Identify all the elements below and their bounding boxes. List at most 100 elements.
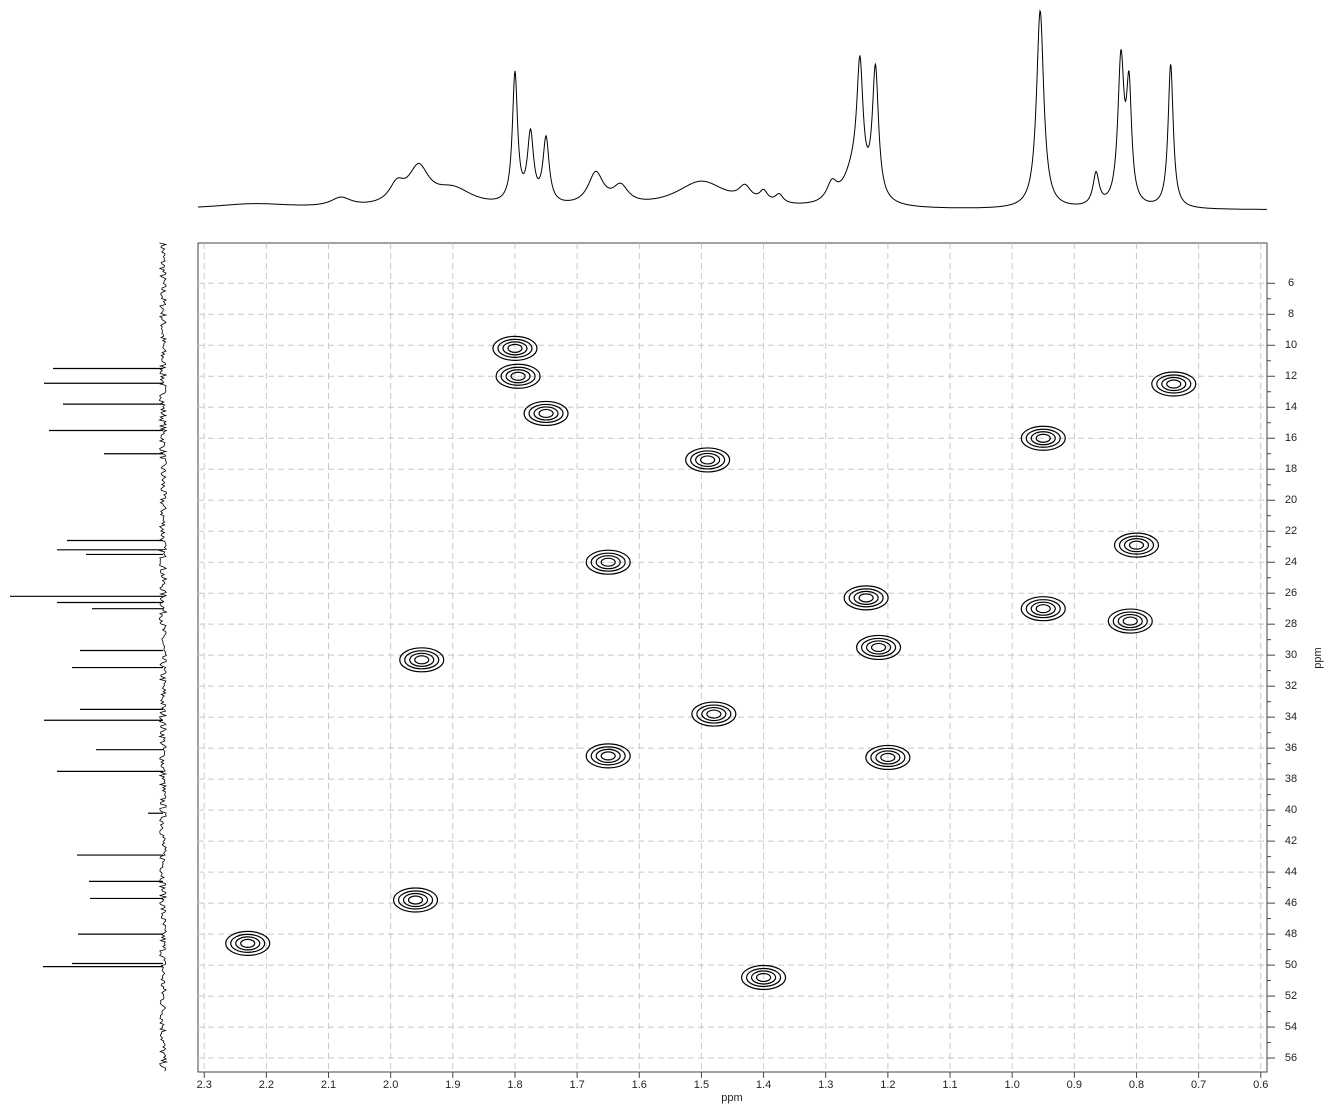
contour-level xyxy=(853,590,879,605)
contour-level xyxy=(523,400,569,427)
x-tick-label: 2.2 xyxy=(259,1079,274,1091)
contour-level xyxy=(235,936,261,951)
cross-peak xyxy=(685,447,731,473)
contour-level xyxy=(528,403,564,424)
x-tick-label: 2.1 xyxy=(321,1079,336,1091)
cross-peak xyxy=(392,887,439,913)
contour-level xyxy=(538,408,554,419)
contour-level xyxy=(865,744,911,771)
cross-peak xyxy=(1020,596,1066,622)
cross-peak xyxy=(1151,371,1197,397)
contour-level xyxy=(691,701,737,727)
y-tick-label: 6 xyxy=(1288,277,1294,289)
contour-level xyxy=(585,743,631,769)
contour-level xyxy=(1107,608,1153,634)
contour-level xyxy=(500,366,536,386)
x-tick-label: 1.8 xyxy=(507,1079,522,1091)
x-tick-label: 0.8 xyxy=(1129,1079,1144,1091)
y-tick-label: 26 xyxy=(1285,587,1297,599)
contour-level xyxy=(1112,611,1148,631)
x-tick-label: 1.9 xyxy=(445,1079,460,1091)
x-tick-label: 1.4 xyxy=(756,1079,771,1091)
contour-level xyxy=(858,593,874,603)
contour-level xyxy=(399,647,445,673)
proton-projection xyxy=(198,9,1267,210)
y-tick-label: 46 xyxy=(1285,897,1297,909)
y-tick-label: 22 xyxy=(1285,525,1297,537)
contour-level xyxy=(1166,379,1182,389)
x-tick-label: 1.6 xyxy=(632,1079,647,1091)
contour-level xyxy=(745,967,782,988)
y-axis-label: ppm xyxy=(1312,647,1324,668)
contour-level xyxy=(1122,616,1138,626)
contour-level xyxy=(225,930,271,956)
contour-level xyxy=(502,341,528,356)
contour-level xyxy=(1020,425,1066,451)
x-tick-label: 2.3 xyxy=(197,1079,212,1091)
x-tick-label: 1.3 xyxy=(818,1079,833,1091)
x-tick-label: 2.0 xyxy=(383,1079,398,1091)
contour-level xyxy=(685,447,731,473)
contour-level xyxy=(696,704,732,724)
contour-level xyxy=(533,406,559,421)
contour-level xyxy=(848,588,884,608)
y-tick-label: 28 xyxy=(1285,618,1297,630)
y-tick-label: 52 xyxy=(1285,990,1297,1002)
contour-level xyxy=(240,938,256,948)
y-tick-label: 16 xyxy=(1285,432,1297,444)
contour-level xyxy=(1030,601,1056,616)
contour-level xyxy=(740,964,787,991)
contour-level xyxy=(860,637,897,658)
contour-level xyxy=(404,650,440,670)
y-tick-label: 8 xyxy=(1288,308,1294,320)
contour-level xyxy=(706,709,722,719)
x-axis-label: ppm xyxy=(721,1092,742,1104)
contour-level xyxy=(875,750,901,765)
contour-level xyxy=(590,746,626,766)
x-tick-label: 0.7 xyxy=(1191,1079,1206,1091)
contour-level xyxy=(402,892,429,908)
y-tick-label: 32 xyxy=(1285,680,1297,692)
contour-level xyxy=(1161,376,1187,392)
y-tick-label: 30 xyxy=(1285,649,1297,661)
contour-level xyxy=(1117,613,1143,629)
contour-level xyxy=(409,652,435,667)
contour-level xyxy=(507,343,523,353)
contour-level xyxy=(230,933,266,953)
contour-level xyxy=(1030,431,1056,446)
contour-level xyxy=(397,890,434,910)
cross-peak xyxy=(585,743,631,769)
contour-level xyxy=(1151,371,1197,397)
y-tick-label: 24 xyxy=(1285,556,1297,568)
cross-peak xyxy=(492,335,538,361)
contour-level xyxy=(585,549,631,575)
contour-level xyxy=(600,557,616,567)
cross-peak xyxy=(523,400,569,427)
cross-peak xyxy=(225,930,271,956)
contour-level xyxy=(1156,374,1192,394)
x-tick-label: 1.7 xyxy=(569,1079,584,1091)
contour-level xyxy=(505,369,531,384)
contour-level xyxy=(755,972,772,983)
contour-level xyxy=(1035,433,1051,443)
contour-level xyxy=(495,363,541,389)
y-tick-label: 48 xyxy=(1285,928,1297,940)
y-tick-label: 54 xyxy=(1285,1021,1297,1033)
cross-peak xyxy=(691,701,737,727)
contour-level xyxy=(1035,604,1051,614)
cross-peak xyxy=(843,585,889,611)
contour-level xyxy=(492,335,538,361)
y-tick-label: 34 xyxy=(1285,711,1297,723)
cross-peak xyxy=(585,549,631,575)
cross-peak xyxy=(855,634,902,661)
y-tick-label: 38 xyxy=(1285,773,1297,785)
y-tick-label: 56 xyxy=(1285,1052,1297,1064)
x-tick-label: 0.6 xyxy=(1253,1079,1268,1091)
contour-level xyxy=(843,585,889,611)
y-tick-label: 36 xyxy=(1285,742,1297,754)
contour-level xyxy=(497,338,533,358)
contour-level xyxy=(1025,428,1061,448)
noise-trace xyxy=(158,242,169,1072)
contour-level xyxy=(870,747,906,768)
